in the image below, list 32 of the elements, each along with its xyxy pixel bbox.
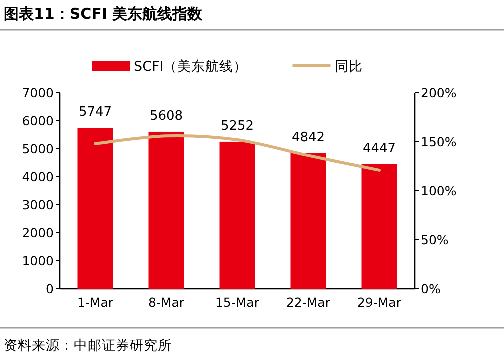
text: 资料来源：中邮证券研究所 — [4, 338, 172, 354]
data-label: 5252 — [220, 118, 254, 134]
y-tick-label: 2000 — [22, 226, 54, 240]
data-label: 4842 — [292, 130, 326, 146]
data-label: 5608 — [150, 108, 184, 124]
bar — [290, 153, 326, 289]
y-tick-label: 6000 — [22, 114, 54, 128]
x-tick-label: 29-Mar — [357, 295, 402, 310]
y2-tick-label: 100% — [421, 184, 457, 198]
data-label: 4447 — [362, 141, 396, 156]
y-tick-label: 1000 — [22, 254, 54, 268]
bar — [220, 142, 256, 289]
bar — [78, 128, 114, 289]
y-tick-label: 7000 — [22, 86, 54, 100]
y-tick-label: 5000 — [22, 142, 54, 156]
x-tick-label: 8-Mar — [148, 295, 186, 310]
y-tick-label: 4000 — [22, 170, 54, 184]
y2-tick-label: 200% — [421, 86, 457, 100]
y2-tick-label: 50% — [421, 232, 449, 248]
data-label: 5747 — [78, 105, 112, 120]
bar — [148, 132, 184, 289]
y2-tick-label: 150% — [421, 134, 457, 150]
bar — [362, 164, 398, 289]
title: 图表11：SCFI 美东航线指数 — [4, 5, 203, 23]
x-tick-label: 22-Mar — [286, 295, 332, 310]
x-tick-label: 15-Mar — [215, 295, 260, 310]
legend-label: SCFI（美东航线） — [134, 59, 248, 75]
y2-tick-label: 0% — [421, 282, 441, 296]
x-tick-label: 1-Mar — [77, 295, 114, 310]
legend-label: 同比 — [334, 59, 363, 75]
y-tick-label: 3000 — [22, 198, 54, 212]
y-tick-label: 0 — [46, 282, 54, 296]
